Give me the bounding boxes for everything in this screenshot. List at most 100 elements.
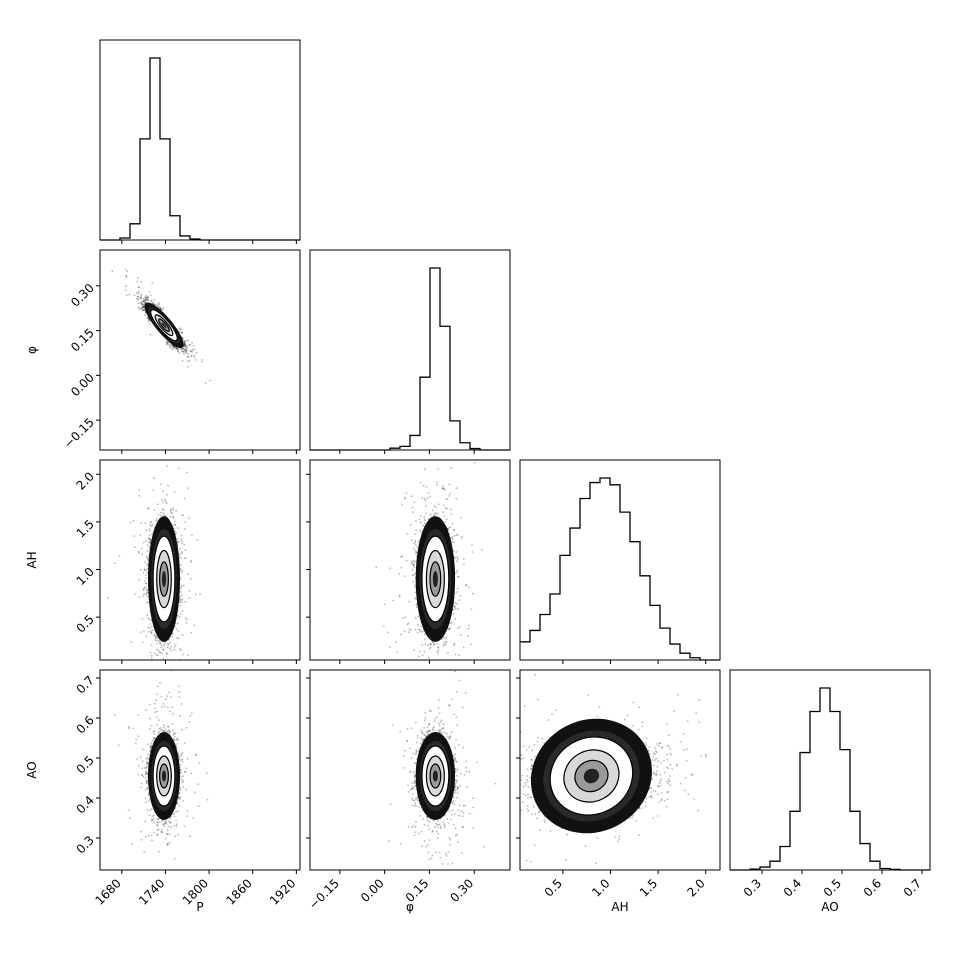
density-peak [161, 322, 167, 329]
y-tick-label: 0.30 [68, 281, 97, 310]
hist-bin [630, 542, 640, 660]
x-tick-label: 1920 [267, 876, 298, 907]
panel-frame [309, 249, 511, 451]
density-peak [161, 770, 167, 782]
x-tick-label: 0.4 [781, 876, 804, 899]
hist-bin [770, 861, 780, 870]
hist-bin [560, 555, 570, 660]
panel-frame [99, 249, 301, 451]
x-tick-label: 0.00 [358, 876, 387, 905]
histogram-P [100, 57, 300, 241]
panel-frame [309, 669, 511, 871]
panel-frame [729, 669, 931, 871]
hist-bin [520, 642, 530, 660]
y-tick-label: 0.15 [68, 326, 97, 355]
panel-frame [519, 669, 721, 871]
y-tick-label: 2.0 [74, 469, 97, 492]
y-tick-label: 0.5 [74, 612, 97, 635]
x-tick-label: 1.0 [589, 876, 612, 899]
hist-bin [440, 326, 450, 450]
x-axis-label: AO [821, 900, 838, 914]
hist-bin [170, 216, 180, 240]
panel-phi-AO [387, 670, 497, 865]
panel-frame [309, 459, 511, 661]
hist-bin [860, 844, 870, 870]
density-peak [432, 770, 438, 782]
histogram-AO [730, 687, 930, 871]
y-tick-label: 0.7 [74, 673, 97, 696]
hist-bin [790, 811, 800, 870]
hist-step-line [100, 57, 300, 241]
hist-bin [650, 605, 660, 660]
hist-bin [570, 528, 580, 660]
hist-bin [460, 443, 470, 450]
hist-bin [450, 421, 460, 450]
panel-frame [99, 459, 301, 661]
x-tick-label: −0.15 [306, 876, 342, 912]
hist-bin [800, 753, 810, 870]
hist-bin [840, 750, 850, 870]
hist-bin [820, 688, 830, 870]
histogram-AH [520, 477, 720, 661]
x-tick-label: 2.0 [684, 876, 707, 899]
hist-bin [550, 594, 560, 660]
y-axis-label: AH [25, 551, 39, 568]
histogram-phi [310, 267, 510, 451]
panel-frame [519, 459, 721, 661]
x-tick-label: 1860 [223, 876, 254, 907]
hist-bin [870, 861, 880, 870]
hist-bin [540, 615, 550, 661]
y-tick-label: 1.5 [74, 517, 97, 540]
panel-frame [99, 39, 301, 241]
hist-bin [850, 811, 860, 870]
density-peak [161, 571, 167, 588]
y-tick-label: −0.15 [61, 415, 97, 451]
y-tick-label: 0.5 [74, 753, 97, 776]
x-axis-label: φ [406, 900, 414, 914]
hist-bin [600, 478, 610, 660]
hist-bin [780, 847, 790, 870]
hist-bin [580, 498, 590, 660]
x-tick-label: 0.7 [901, 876, 924, 899]
x-tick-label: 0.5 [542, 876, 565, 899]
y-tick-label: 1.0 [74, 565, 97, 588]
y-tick-label: 0.6 [74, 713, 97, 736]
x-tick-label: 1.5 [637, 876, 660, 899]
y-tick-label: 0.3 [74, 833, 97, 856]
x-tick-label: 0.6 [861, 876, 884, 899]
hist-bin [660, 628, 670, 660]
hist-bin [590, 483, 600, 660]
hist-bin [160, 139, 170, 240]
x-tick-label: 0.30 [448, 876, 477, 905]
panel-P-AH [106, 465, 202, 660]
hist-bin [670, 644, 680, 660]
hist-bin [140, 139, 150, 240]
density-peak [432, 571, 438, 588]
y-axis-label: φ [25, 346, 39, 354]
hist-bin [410, 435, 420, 450]
panel-AH-AO [520, 673, 707, 865]
hist-step-line [310, 267, 510, 451]
panel-frame [99, 669, 301, 871]
hist-step-line [730, 687, 930, 871]
hist-step-line [520, 477, 720, 661]
hist-bin [130, 224, 140, 240]
panel-P-phi [111, 268, 212, 385]
x-tick-label: 0.5 [821, 876, 844, 899]
x-tick-label: 1680 [92, 876, 123, 907]
hist-bin [810, 711, 820, 870]
panel-phi-AH [375, 461, 483, 660]
x-tick-label: 0.3 [741, 876, 764, 899]
y-tick-label: 0.4 [74, 793, 97, 816]
hist-bin [620, 512, 630, 660]
x-axis-label: P [196, 900, 203, 914]
hist-bin [530, 630, 540, 660]
hist-bin [830, 711, 840, 870]
x-axis-label: AH [611, 900, 628, 914]
y-tick-label: 0.00 [68, 370, 97, 399]
hist-bin [610, 485, 620, 660]
hist-bin [420, 377, 430, 450]
y-axis-label: AO [25, 761, 39, 778]
hist-bin [430, 268, 440, 450]
